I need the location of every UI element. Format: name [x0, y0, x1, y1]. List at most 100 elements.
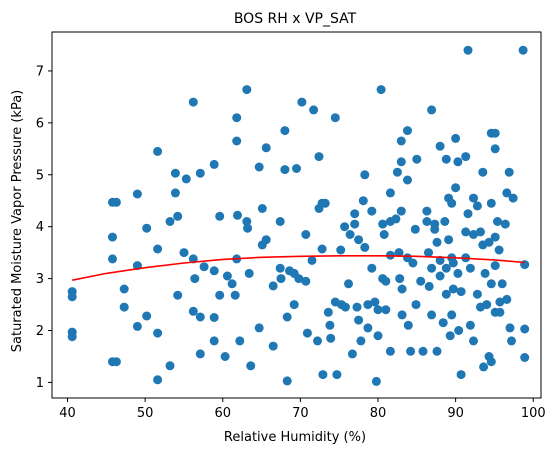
data-point — [373, 305, 383, 315]
data-point — [486, 198, 496, 208]
data-point — [448, 258, 458, 268]
data-point — [497, 279, 507, 289]
data-point — [479, 362, 489, 372]
data-point — [484, 237, 494, 247]
data-point — [432, 237, 442, 247]
data-point — [179, 248, 189, 258]
x-tick-label: 90 — [447, 406, 464, 421]
y-axis-ticks: 1 2 3 4 5 6 7 — [36, 64, 52, 391]
data-point — [518, 45, 528, 55]
data-point — [454, 326, 464, 335]
data-point — [153, 375, 163, 385]
data-point — [215, 211, 225, 221]
data-point — [370, 297, 380, 307]
data-point — [403, 320, 413, 330]
y-tick-label: 3 — [36, 272, 44, 287]
data-point — [317, 244, 327, 254]
data-point — [396, 206, 406, 216]
x-tick-label: 50 — [137, 406, 154, 421]
data-point — [352, 302, 362, 312]
data-point — [508, 193, 518, 203]
data-point — [347, 349, 357, 359]
data-point — [490, 128, 500, 138]
data-point — [230, 290, 240, 300]
data-point — [330, 113, 340, 123]
data-point — [416, 276, 426, 286]
data-point — [268, 341, 278, 351]
data-point — [318, 370, 328, 380]
data-point — [199, 262, 209, 272]
data-point — [354, 235, 364, 245]
x-tick-label: 80 — [370, 406, 387, 421]
data-point — [430, 224, 440, 234]
data-point — [495, 307, 505, 317]
x-tick-label: 60 — [214, 406, 231, 421]
data-point — [173, 290, 183, 300]
data-point — [181, 174, 191, 184]
data-point — [153, 244, 163, 254]
data-point — [381, 276, 391, 286]
data-point — [396, 136, 406, 146]
data-point — [385, 346, 395, 356]
data-point — [441, 263, 451, 273]
x-axis-label: Relative Humidity (%) — [224, 430, 366, 445]
data-point — [282, 376, 292, 386]
data-point — [173, 211, 183, 221]
data-point — [280, 165, 290, 175]
data-point — [438, 318, 448, 328]
data-point — [170, 168, 180, 178]
data-point — [373, 331, 383, 341]
data-point — [478, 167, 488, 177]
data-point — [280, 126, 290, 136]
data-point — [504, 167, 514, 177]
data-point — [215, 290, 225, 300]
data-point — [336, 245, 346, 255]
data-point — [111, 197, 121, 207]
data-point — [340, 222, 350, 232]
data-point — [302, 328, 312, 338]
data-point — [195, 168, 205, 178]
data-point — [282, 312, 292, 322]
data-point — [356, 336, 366, 346]
data-point — [246, 361, 256, 371]
data-point — [406, 346, 416, 356]
data-point — [403, 126, 412, 136]
data-point — [350, 219, 360, 229]
data-point — [447, 310, 457, 320]
data-point — [447, 198, 457, 208]
data-point — [188, 97, 198, 107]
data-point — [472, 201, 482, 211]
data-point — [233, 210, 242, 220]
data-point — [448, 284, 458, 294]
data-point — [480, 268, 490, 278]
data-point — [261, 235, 271, 245]
data-point — [520, 353, 530, 362]
data-point — [441, 154, 451, 164]
plot-frame — [51, 31, 542, 399]
data-point — [313, 336, 322, 346]
data-point — [363, 323, 373, 333]
data-point — [261, 143, 271, 153]
data-point — [441, 289, 451, 299]
data-point — [165, 217, 175, 226]
data-point — [275, 217, 285, 226]
data-point — [294, 274, 304, 284]
data-point — [432, 346, 442, 356]
y-tick-label: 6 — [36, 116, 44, 131]
data-point — [435, 271, 445, 281]
data-point — [268, 281, 278, 291]
data-point — [195, 312, 205, 322]
data-point — [453, 268, 463, 278]
x-axis-ticks: 40 50 60 70 80 90 100 — [59, 398, 546, 421]
x-tick-label: 100 — [521, 406, 546, 421]
data-point — [465, 320, 475, 330]
y-tick-label: 1 — [36, 376, 44, 391]
data-point — [345, 230, 355, 239]
data-point — [495, 297, 505, 307]
data-point — [486, 357, 496, 367]
data-point — [153, 328, 163, 338]
data-point — [222, 271, 232, 281]
data-point — [507, 336, 516, 346]
data-point — [67, 332, 77, 342]
